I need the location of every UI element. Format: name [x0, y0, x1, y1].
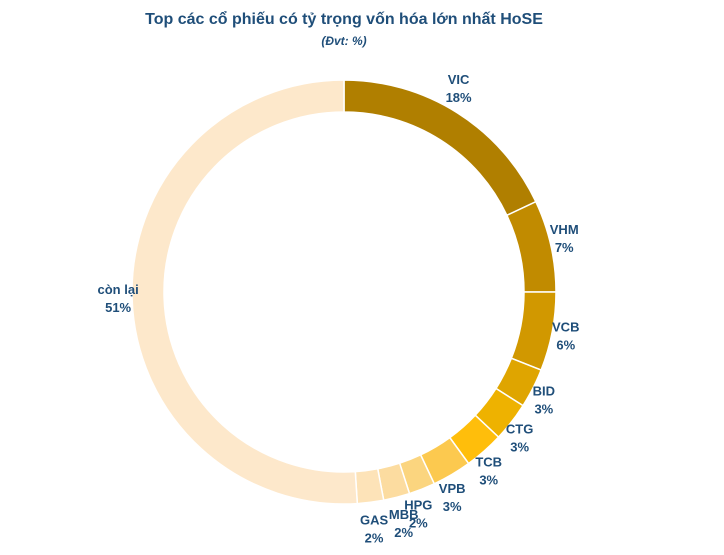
value-label: 3%: [534, 401, 553, 416]
donut-slice: [510, 291, 557, 372]
value-label: 7%: [555, 240, 574, 255]
slice-label: CTG: [506, 422, 533, 437]
value-label: 18%: [446, 90, 472, 105]
value-label: 3%: [510, 440, 529, 455]
value-label: 2%: [365, 531, 384, 546]
slice-label: BID: [533, 383, 555, 398]
donut-slice: [354, 467, 385, 505]
slice-label: MBB: [389, 507, 419, 522]
donut-slice: [505, 200, 557, 293]
slice-label: VHM: [550, 222, 579, 237]
donut-slice: [343, 79, 537, 217]
value-label: 2%: [409, 516, 428, 531]
slice-label: VCB: [552, 319, 579, 334]
slice-label: HPG: [404, 498, 432, 513]
slice-label: GAS: [360, 513, 389, 528]
slice-label: TCB: [475, 454, 502, 469]
value-label: 6%: [556, 337, 575, 352]
slice-label: còn lại: [98, 282, 139, 297]
slice-label: VPB: [439, 481, 466, 496]
value-label: 2%: [394, 525, 413, 540]
donut-slice: [131, 79, 359, 505]
chart-subtitle: (Đvt: %): [321, 34, 366, 48]
value-label: 51%: [105, 300, 131, 315]
slice-label: VIC: [448, 72, 470, 87]
value-label: 3%: [479, 472, 498, 487]
chart-title: Top các cổ phiếu có tỷ trọng vốn hóa lớn…: [145, 10, 543, 28]
value-label: 3%: [443, 499, 462, 514]
